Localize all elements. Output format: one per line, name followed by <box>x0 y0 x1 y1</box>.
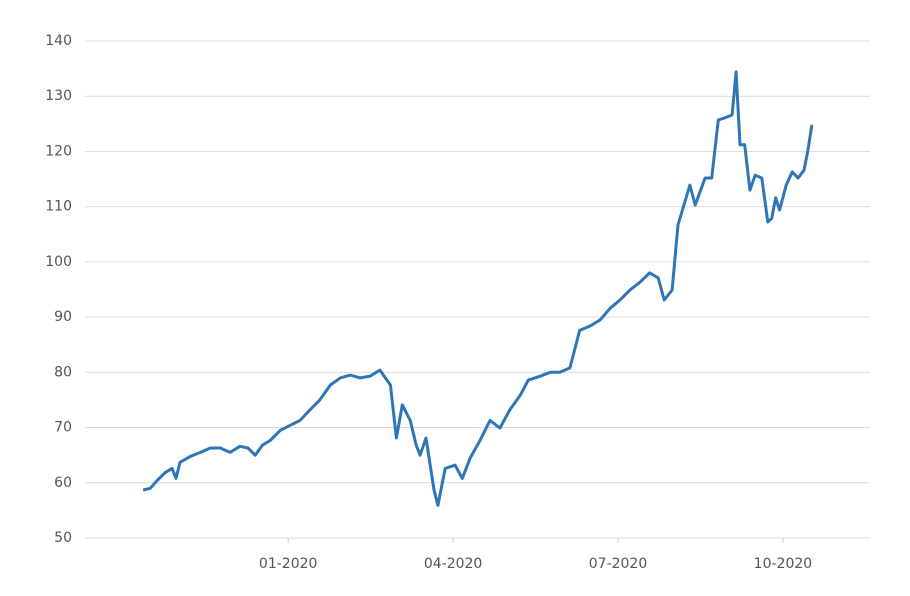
y-tick-label: 100 <box>45 254 72 270</box>
y-tick-label: 70 <box>54 420 72 436</box>
x-tick-label: 01-2020 <box>259 556 318 572</box>
y-tick-label: 130 <box>45 88 72 104</box>
y-tick-label: 50 <box>54 530 72 546</box>
x-tick-label: 04-2020 <box>424 556 483 572</box>
line <box>142 70 814 507</box>
y-tick-label: 120 <box>45 143 72 159</box>
y-tick-label: 140 <box>45 33 72 49</box>
y-tick-label: 90 <box>54 309 72 325</box>
x-tick-label: 07-2020 <box>589 556 648 572</box>
y-tick-label: 80 <box>54 364 72 380</box>
x-tick-label: 10-2020 <box>754 556 813 572</box>
y-tick-label: 60 <box>54 475 72 491</box>
y-tick-label: 110 <box>45 199 72 215</box>
